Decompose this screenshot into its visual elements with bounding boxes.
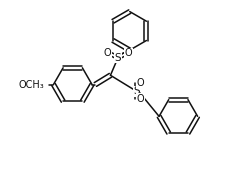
Text: S: S [133,86,140,96]
Text: O: O [137,94,144,104]
Text: O: O [104,49,111,58]
Text: O: O [137,78,144,88]
Text: S: S [115,53,121,63]
Text: O: O [125,49,132,58]
Text: OCH₃: OCH₃ [18,79,44,90]
